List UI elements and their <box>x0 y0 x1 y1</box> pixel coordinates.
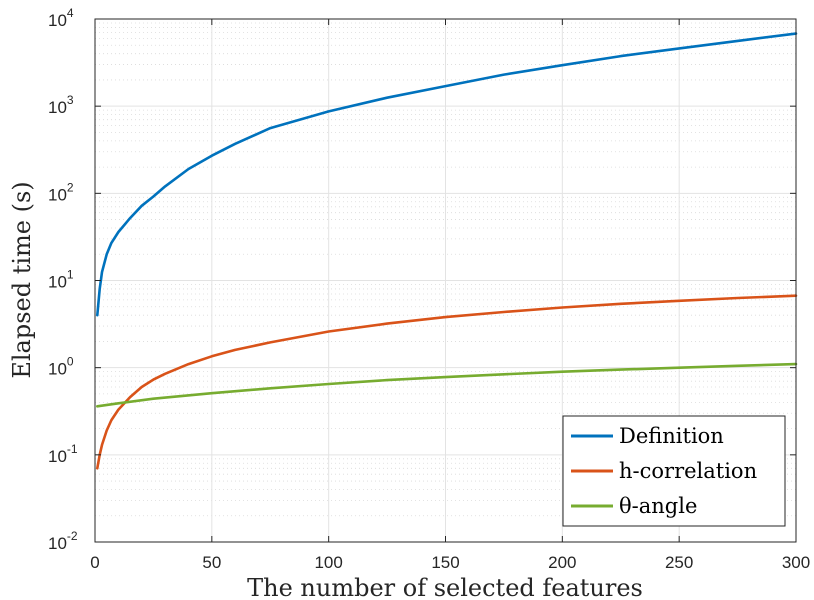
legend-label-definition: Definition <box>619 424 724 448</box>
series-layer <box>96 32 798 470</box>
series-line-1 <box>96 294 798 470</box>
y-tick-label: 104 <box>48 6 74 30</box>
series-line-2 <box>96 362 798 408</box>
x-tick-label: 200 <box>548 553 576 572</box>
legend: Definition h-correlation θ-angle <box>562 415 786 527</box>
x-tick-label: 100 <box>314 553 342 572</box>
x-tick-label: 250 <box>665 553 693 572</box>
y-axis-label: Elapsed time (s) <box>8 181 36 378</box>
x-tick-label: 50 <box>202 553 221 572</box>
x-tick-label: 0 <box>90 553 99 572</box>
series-line-0 <box>96 32 798 317</box>
x-tick-label: 300 <box>782 553 810 572</box>
y-axis-ticks: 10-2 10-1 100 101 102 103 104 <box>48 6 796 553</box>
x-tick-label: 150 <box>431 553 459 572</box>
y-tick-label: 100 <box>48 355 74 379</box>
legend-label-theta-angle: θ-angle <box>619 494 697 518</box>
y-tick-label: 102 <box>48 180 74 204</box>
x-axis-label: The number of selected features <box>247 574 643 600</box>
y-tick-label: 101 <box>48 268 74 292</box>
y-tick-label: 10-2 <box>48 529 78 553</box>
legend-label-h-correlation: h-correlation <box>619 459 757 483</box>
y-tick-label: 10-1 <box>48 442 78 466</box>
y-tick-label: 103 <box>48 93 74 117</box>
x-axis-ticks: 0 50 100 150 200 250 300 <box>90 19 810 572</box>
